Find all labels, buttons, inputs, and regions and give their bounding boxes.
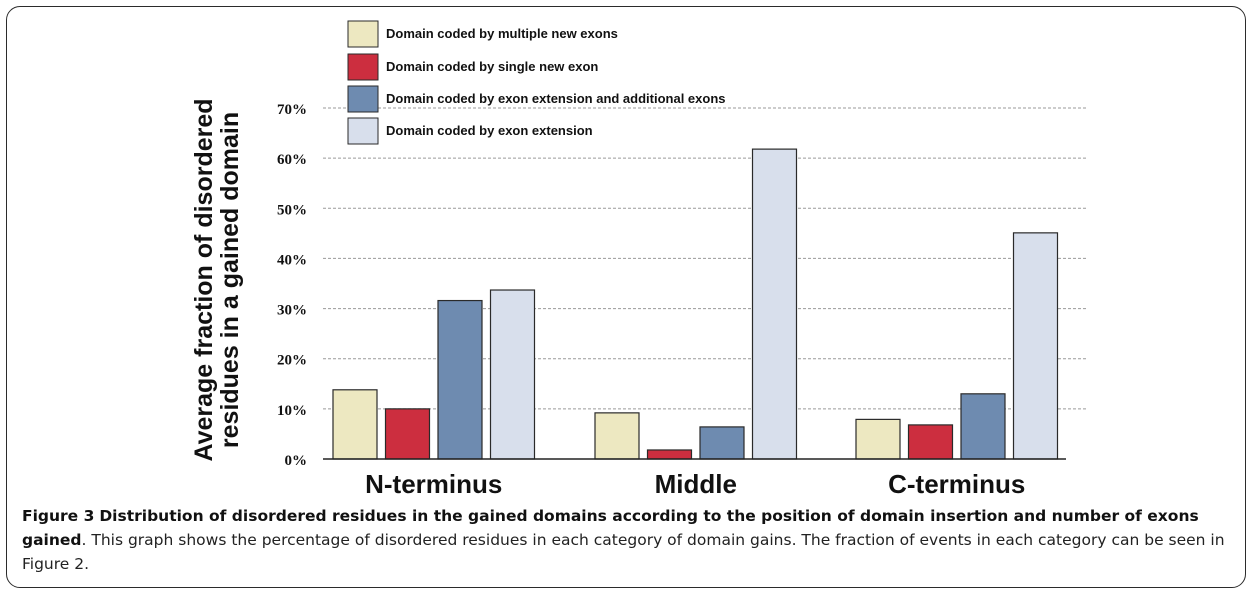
bar bbox=[384, 408, 431, 460]
legend-label: Domain coded by single new exon bbox=[386, 59, 598, 74]
legend-label: Domain coded by exon extension bbox=[386, 123, 593, 138]
caption-label: Figure 3 bbox=[22, 507, 95, 525]
legend-label: Domain coded by multiple new exons bbox=[386, 26, 618, 41]
x-category-label: N-terminus bbox=[365, 469, 502, 499]
y-tick-label: 0% bbox=[285, 453, 308, 469]
bar bbox=[751, 148, 798, 460]
legend-swatch bbox=[347, 20, 379, 48]
legend-label: Domain coded by exon extension and addit… bbox=[386, 91, 726, 106]
bar bbox=[960, 393, 1006, 460]
legend: Domain coded by multiple new exons Domain… bbox=[347, 20, 726, 145]
x-category-label: C-terminus bbox=[888, 469, 1025, 499]
bar bbox=[489, 289, 536, 460]
y-axis-label: Average fraction of disordered residues … bbox=[190, 98, 244, 461]
legend-swatch bbox=[347, 53, 379, 81]
bar bbox=[594, 412, 640, 460]
caption-text: . This graph shows the percentage of dis… bbox=[22, 531, 1225, 573]
bar bbox=[1012, 232, 1059, 460]
bar bbox=[907, 424, 954, 460]
y-tick-label: 20% bbox=[277, 353, 307, 369]
y-axis-label-line-2: residues in a gained domain bbox=[216, 112, 244, 448]
bar bbox=[332, 389, 378, 460]
figure-caption: Figure 3 Distribution of disordered resi… bbox=[22, 504, 1237, 576]
bar-chart: 0% 10% 20% 30% 40% 50% 60% 70% N-terminus Middle… bbox=[190, 20, 1086, 499]
bar bbox=[437, 299, 483, 460]
y-tick-label: 10% bbox=[277, 403, 307, 419]
bar bbox=[646, 449, 693, 460]
y-tick-label: 50% bbox=[277, 202, 307, 218]
bar bbox=[855, 418, 901, 460]
y-tick-label: 30% bbox=[277, 303, 307, 319]
x-category-labels: N-terminus Middle C-terminus bbox=[365, 469, 1025, 499]
bar bbox=[699, 426, 745, 460]
y-tick-label: 70% bbox=[277, 102, 307, 118]
legend-swatch bbox=[347, 85, 379, 113]
caption-title: Distribution of disordered residues in t… bbox=[22, 507, 1199, 549]
bars bbox=[332, 148, 1059, 460]
legend-swatch bbox=[347, 117, 379, 145]
y-tick-label: 60% bbox=[277, 152, 307, 168]
y-tick-label: 40% bbox=[277, 252, 307, 268]
x-category-label: Middle bbox=[655, 469, 737, 499]
y-tick-labels: 0% 10% 20% 30% 40% 50% 60% 70% bbox=[277, 102, 307, 469]
y-axis-label-line-1: Average fraction of disordered bbox=[190, 98, 218, 461]
